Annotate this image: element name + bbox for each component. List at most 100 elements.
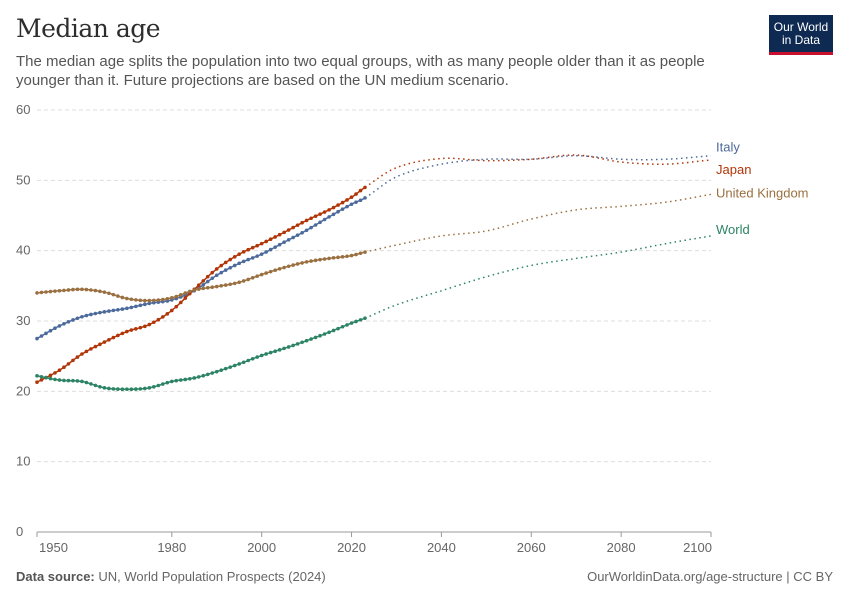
data-point-united-kingdom xyxy=(354,252,358,257)
page-title: Median age xyxy=(16,14,161,43)
source-url[interactable]: OurWorldinData.org/age-structure | CC BY xyxy=(587,569,833,584)
data-point-united-kingdom xyxy=(174,294,179,299)
data-point-united-kingdom xyxy=(62,288,66,293)
data-point-united-kingdom xyxy=(363,250,367,254)
data-point-world xyxy=(268,350,273,355)
data-point-japan xyxy=(277,232,282,237)
data-point-united-kingdom xyxy=(156,298,161,302)
data-point-world xyxy=(201,373,206,378)
data-point-japan xyxy=(80,352,84,356)
data-point-united-kingdom xyxy=(304,260,309,264)
data-point-world xyxy=(210,371,215,375)
data-point-japan xyxy=(138,325,143,330)
data-point-italy xyxy=(129,305,134,310)
data-point-world xyxy=(147,386,152,390)
data-point-united-kingdom xyxy=(349,253,354,258)
data-point-world xyxy=(143,386,147,391)
data-point-united-kingdom xyxy=(223,283,228,287)
data-point-world xyxy=(313,335,318,340)
data-point-world xyxy=(192,376,197,380)
x-tick-label: 1980 xyxy=(157,540,186,555)
data-point-united-kingdom xyxy=(246,277,250,282)
data-point-united-kingdom xyxy=(313,258,318,263)
data-point-world xyxy=(129,387,134,392)
data-point-world xyxy=(44,375,48,380)
data-point-united-kingdom xyxy=(66,288,71,292)
data-point-japan xyxy=(237,252,241,256)
data-point-italy xyxy=(304,228,309,233)
data-point-italy xyxy=(147,301,152,306)
data-point-united-kingdom xyxy=(201,286,206,291)
data-point-japan xyxy=(228,257,233,262)
data-point-world xyxy=(165,380,170,385)
data-point-italy xyxy=(327,215,331,219)
data-point-world xyxy=(89,382,93,386)
data-point-italy xyxy=(44,331,48,336)
data-point-united-kingdom xyxy=(35,291,39,295)
data-point-japan xyxy=(363,185,367,190)
data-point-italy xyxy=(228,265,233,270)
data-point-united-kingdom xyxy=(107,291,111,296)
data-point-world xyxy=(48,376,53,381)
data-point-united-kingdom xyxy=(39,290,44,295)
data-point-italy xyxy=(39,334,44,338)
data-point-italy xyxy=(295,233,300,237)
data-point-united-kingdom xyxy=(125,296,129,301)
data-point-japan xyxy=(286,228,291,232)
data-point-world xyxy=(75,379,80,383)
data-point-united-kingdom xyxy=(219,283,224,288)
data-point-united-kingdom xyxy=(264,271,268,275)
series-label-united-kingdom: United Kingdom xyxy=(716,185,809,200)
data-point-united-kingdom xyxy=(89,288,93,292)
data-point-united-kingdom xyxy=(98,289,102,294)
data-point-united-kingdom xyxy=(331,256,336,260)
data-point-japan xyxy=(255,243,259,248)
data-point-united-kingdom xyxy=(134,298,138,302)
data-point-united-kingdom xyxy=(255,274,259,278)
data-point-japan xyxy=(273,235,277,239)
data-point-italy xyxy=(349,202,354,207)
data-point-japan xyxy=(57,368,62,373)
data-point-japan xyxy=(246,247,250,252)
series-line-world xyxy=(36,317,366,390)
data-point-united-kingdom xyxy=(309,259,313,263)
data-point-united-kingdom xyxy=(111,292,116,297)
data-point-japan xyxy=(340,200,345,205)
projection-line-world xyxy=(364,235,712,319)
data-point-italy xyxy=(255,254,259,258)
data-point-japan xyxy=(268,237,273,242)
data-point-world xyxy=(116,387,120,391)
data-point-japan xyxy=(53,371,57,375)
data-point-united-kingdom xyxy=(187,289,192,294)
data-point-japan xyxy=(170,308,174,313)
data-point-united-kingdom xyxy=(205,285,210,290)
data-point-japan xyxy=(223,260,228,265)
data-point-world xyxy=(345,323,349,327)
data-point-united-kingdom xyxy=(75,287,80,292)
data-point-japan xyxy=(98,342,102,347)
data-point-united-kingdom xyxy=(268,269,273,274)
logo-line-1: Our World xyxy=(773,19,829,34)
data-point-world xyxy=(219,368,224,372)
data-point-italy xyxy=(358,198,363,203)
data-point-united-kingdom xyxy=(102,290,107,294)
data-point-united-kingdom xyxy=(345,254,349,259)
data-point-united-kingdom xyxy=(44,290,48,294)
data-point-italy xyxy=(66,320,71,324)
data-point-italy xyxy=(232,263,237,268)
data-point-world xyxy=(354,319,358,324)
data-point-united-kingdom xyxy=(93,288,98,293)
data-point-united-kingdom xyxy=(48,289,53,294)
data-point-japan xyxy=(89,347,93,351)
data-point-world xyxy=(291,343,295,348)
data-point-world xyxy=(349,321,354,325)
data-point-italy xyxy=(223,268,228,272)
data-point-world xyxy=(273,349,277,354)
data-point-united-kingdom xyxy=(214,284,219,289)
data-point-japan xyxy=(35,380,39,384)
owid-logo[interactable]: Our World in Data xyxy=(769,15,833,55)
data-point-world xyxy=(98,384,102,389)
x-tick-label: 2040 xyxy=(427,540,456,555)
data-point-world xyxy=(340,324,345,329)
data-point-japan xyxy=(147,322,152,327)
